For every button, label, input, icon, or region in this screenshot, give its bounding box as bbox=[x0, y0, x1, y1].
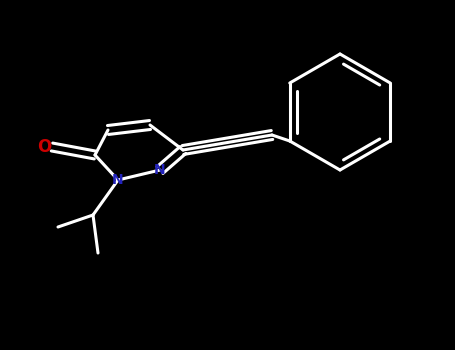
Text: N: N bbox=[112, 173, 124, 187]
Text: N: N bbox=[154, 163, 166, 177]
Text: O: O bbox=[37, 138, 51, 156]
